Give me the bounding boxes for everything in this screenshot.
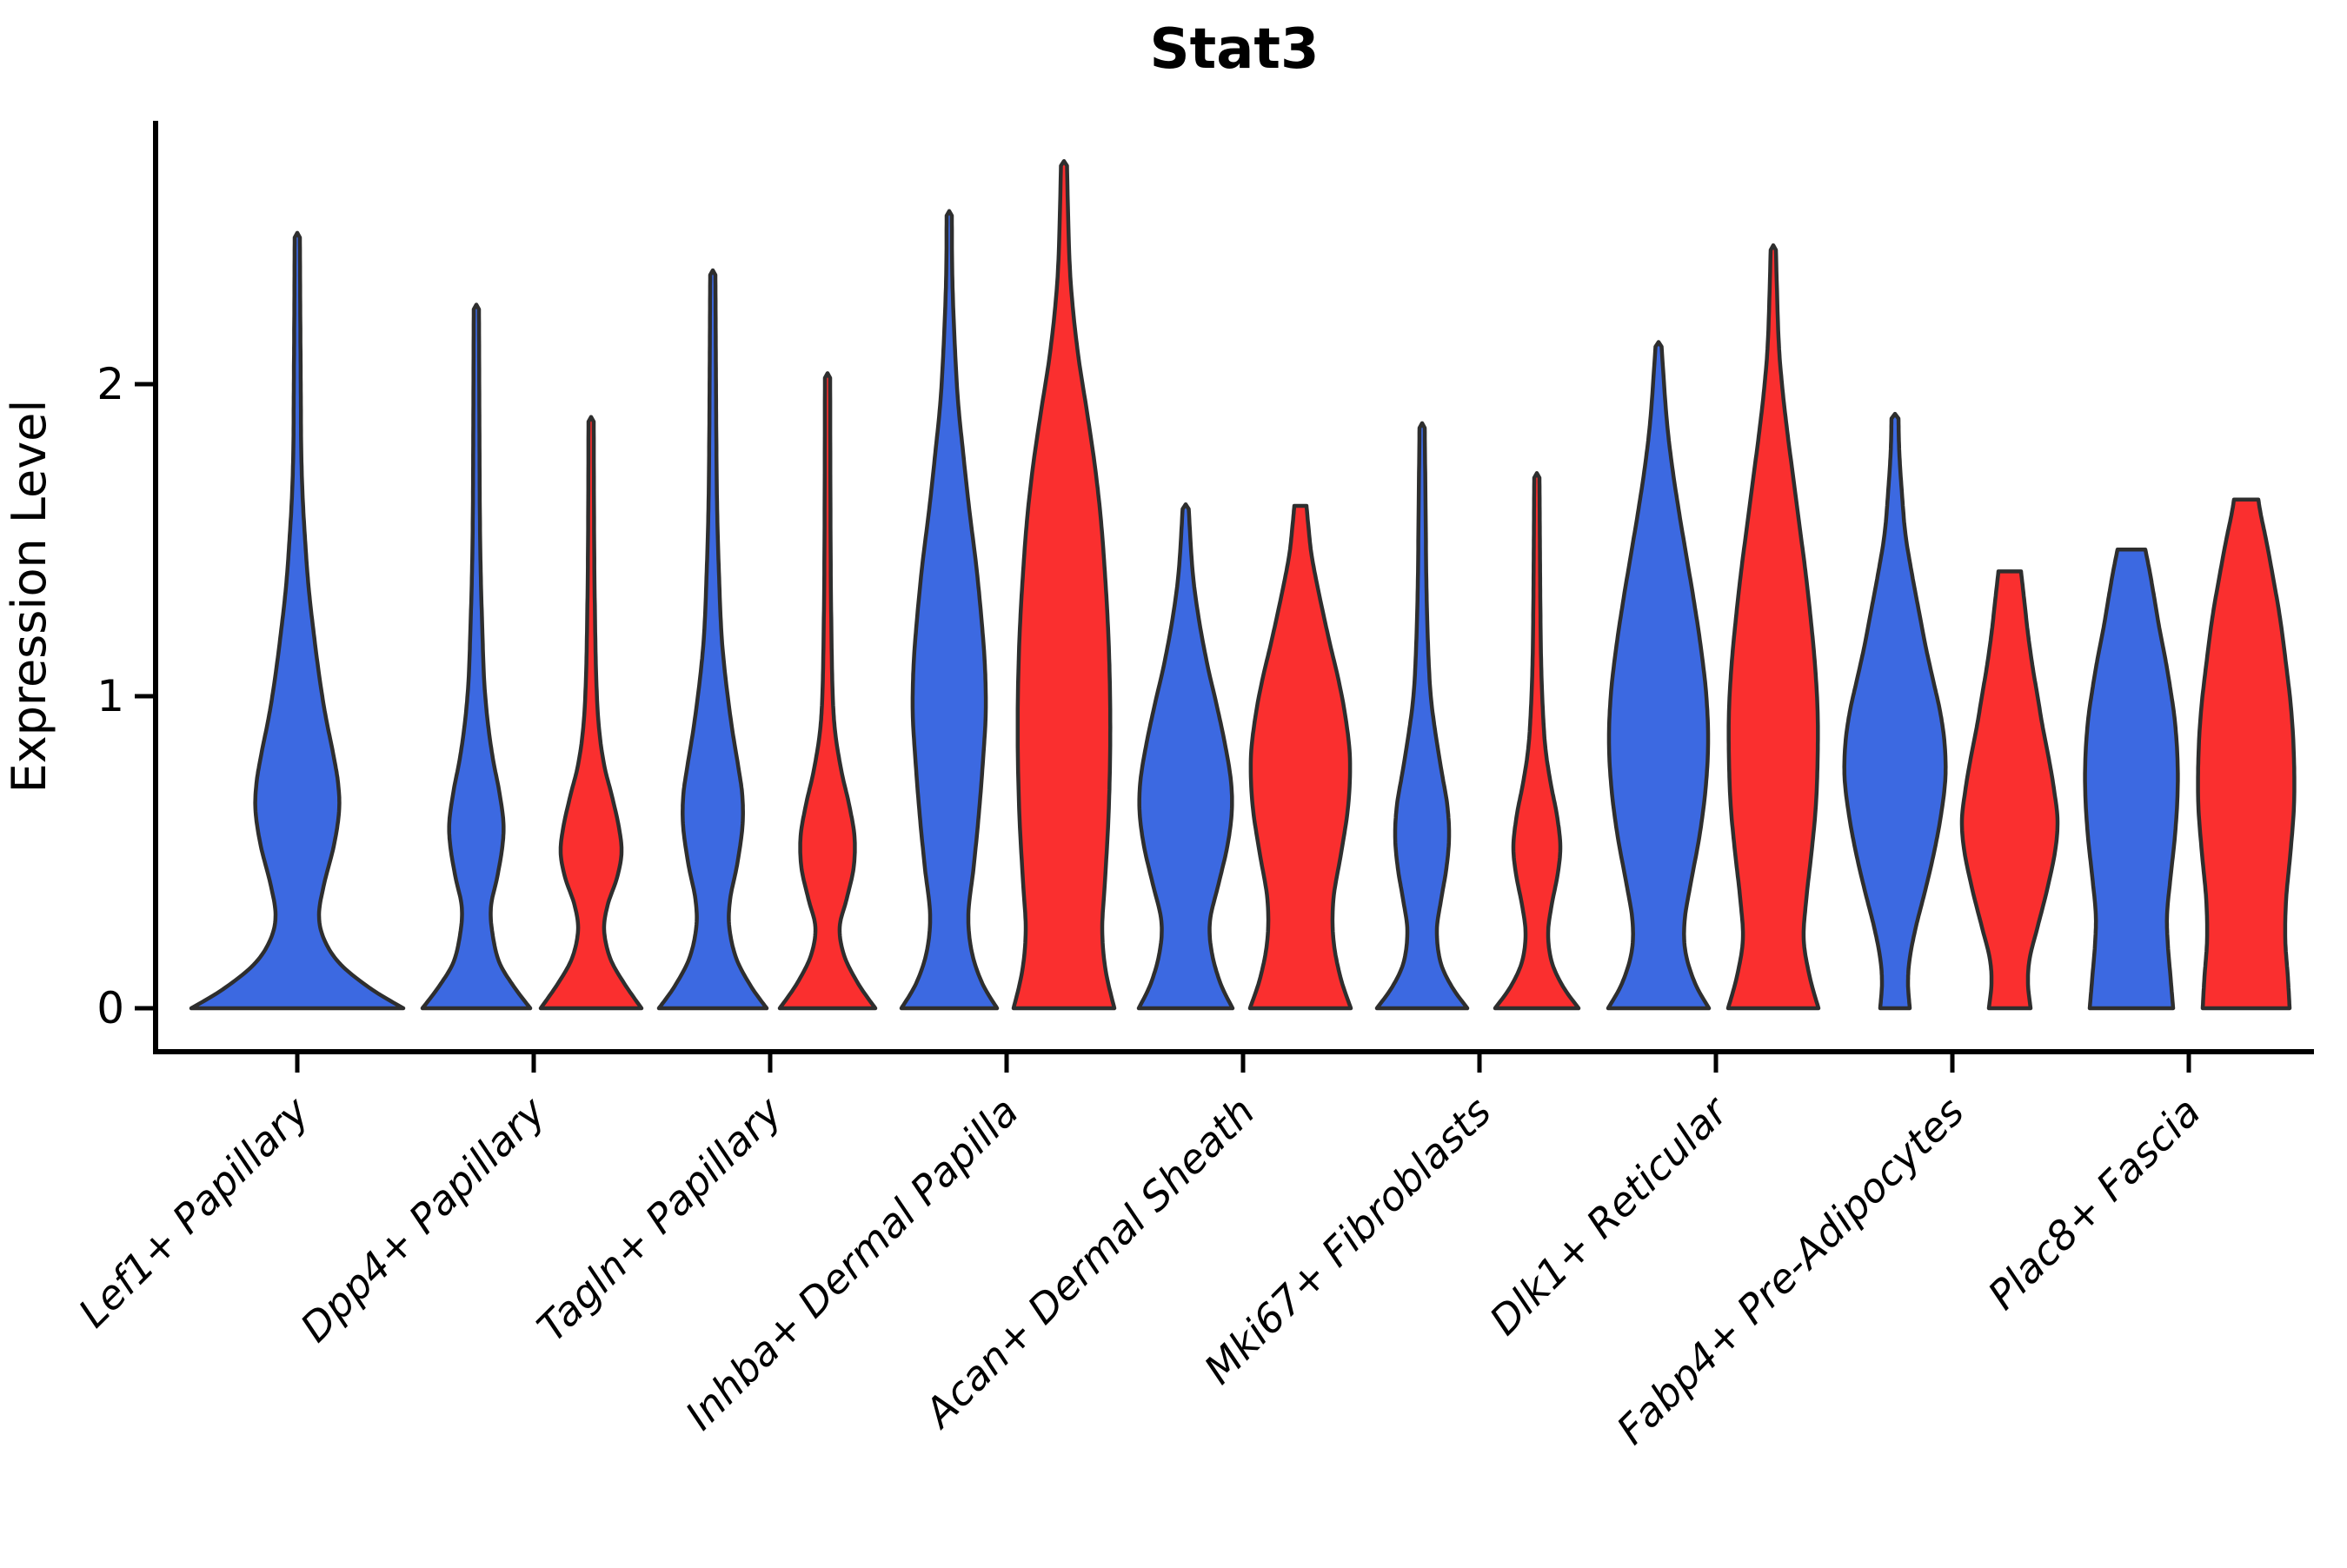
violin-2-red xyxy=(777,371,878,1011)
violin-3-blue xyxy=(899,209,1000,1011)
violin-6-blue xyxy=(1606,340,1712,1011)
violin-1-blue xyxy=(420,302,533,1011)
violin-4-blue xyxy=(1136,502,1235,1011)
violin-7-blue xyxy=(1842,411,1948,1011)
violin-0-blue xyxy=(189,230,406,1011)
violin-7-red xyxy=(1959,569,2060,1011)
plot-title: Stat3 xyxy=(1150,17,1320,82)
violin-4-red xyxy=(1247,503,1353,1011)
violin-2-blue xyxy=(656,268,769,1011)
violin-5-blue xyxy=(1374,421,1470,1011)
x-tick-label-tagln-papillary: Tagln+ Papillary xyxy=(528,1087,791,1351)
violin-5-red xyxy=(1493,471,1581,1011)
violin-1-red xyxy=(538,415,644,1011)
x-tick-label-lef1-papillary: Lef1+ Papillary xyxy=(70,1087,318,1336)
y-tick-label: 2 xyxy=(96,359,124,409)
violins-layer xyxy=(189,159,2297,1011)
x-tick-label-dlk1-reticular: Dlk1+ Reticular xyxy=(1480,1086,1739,1344)
violin-6-red xyxy=(1725,243,1821,1011)
violin-8-blue xyxy=(2083,548,2180,1011)
y-axis-label: Expression Level xyxy=(2,400,57,794)
x-tick-label-plac8-fascia: Plac8+ Fascia xyxy=(1978,1088,2209,1319)
violin-8-red xyxy=(2196,497,2297,1011)
x-tick-label-dpp4-papillary: Dpp4+ Papillary xyxy=(291,1087,555,1351)
y-tick-label: 0 xyxy=(96,983,124,1033)
violin-3-red xyxy=(1011,159,1117,1011)
y-tick-label: 1 xyxy=(96,671,124,721)
